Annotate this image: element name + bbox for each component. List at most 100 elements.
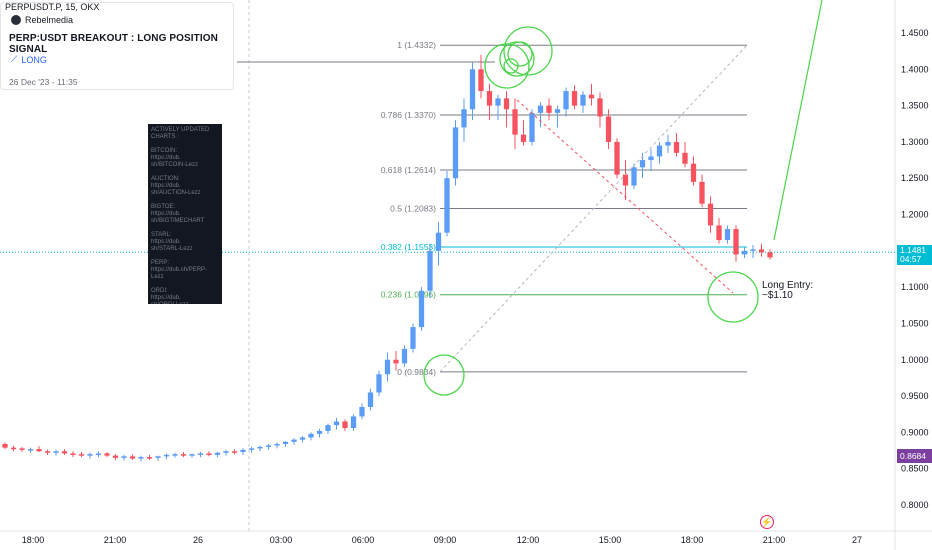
candle-body (503, 98, 510, 110)
candle-body (44, 451, 51, 453)
candle-body (512, 109, 518, 135)
long-entry-label: Long Entry: ~$1.10 (762, 281, 813, 301)
candle-series (2, 54, 773, 462)
price-tick-label: 1.4500 (901, 28, 929, 38)
candle-body (163, 454, 170, 457)
candle-body (758, 249, 765, 253)
candle-body (129, 456, 136, 459)
candle-body (265, 445, 272, 447)
breakout-circle[interactable] (423, 354, 465, 396)
candle-body (529, 112, 535, 142)
candle-body (588, 94, 595, 99)
note-auction: AUCTION: https://dub. sh/AUCTION-Lezz (151, 176, 201, 196)
idea-title: PERP:USDT BREAKOUT : LONG POSITION SIGNA… (9, 33, 218, 55)
projection-line[interactable] (773, 0, 823, 241)
candle-body (622, 174, 629, 186)
candle-body (87, 454, 93, 456)
time-tick-label: 18:00 (22, 535, 45, 545)
candle-body (112, 455, 119, 458)
candle-body (699, 181, 705, 204)
candle-body (325, 425, 331, 431)
author-row[interactable]: Rebelmedia (11, 15, 73, 25)
price-tick-label: 1.2500 (901, 173, 929, 183)
price-axis[interactable]: 1.45001.40001.35001.30001.25001.20001.15… (901, 28, 929, 510)
trend-line-icon: ⟋ (11, 54, 18, 64)
candle-body (223, 451, 229, 453)
fib-level-label: 0.236 (1.0896) (381, 290, 436, 300)
candle-body (690, 163, 697, 182)
candle-body (291, 439, 297, 442)
candle-body (359, 406, 365, 417)
long-entry-line1: Long Entry: (762, 280, 814, 291)
top-circle[interactable] (507, 41, 533, 67)
candle-body (444, 178, 450, 233)
candle-body (138, 457, 144, 459)
candle-body (10, 447, 17, 450)
author-name[interactable]: Rebelmedia (25, 15, 74, 25)
candle-body (282, 441, 289, 445)
candle-body (410, 327, 416, 349)
note-heading: ACTIVELY UPDATED CHARTS : (151, 127, 212, 140)
publish-date: 26 Dec '23 - 11:35 (9, 77, 78, 87)
notes-panel: ACTIVELY UPDATED CHARTS : BITCOIN: https… (148, 124, 222, 304)
fib-retracement[interactable]: 1 (1.4332) 0.786 (1.3370) 0.618 (1.2614) 0.… (0, 40, 895, 377)
price-tick-label: 0.8500 (901, 464, 929, 474)
candle-body (614, 141, 620, 175)
chart-drawings[interactable] (423, 0, 823, 396)
entry-circle[interactable] (707, 271, 759, 323)
idea-info-card: PERPUSDT.P, 15, OKX Rebelmedia PERP:USDT… (0, 2, 234, 90)
candle-body (95, 453, 102, 455)
time-tick-label: 06:00 (352, 535, 375, 545)
price-tick-label: 1.1000 (901, 282, 929, 292)
time-tick-label: 21:00 (763, 535, 786, 545)
price-tick-label: 1.3000 (901, 137, 929, 147)
candle-body (656, 145, 663, 157)
time-tick-label: 21:00 (104, 535, 127, 545)
time-tick-label: 03:00 (270, 535, 293, 545)
lightning-icon[interactable]: ⚡ (760, 515, 774, 529)
time-axis[interactable]: 18:00 21:00 26 03:00 06:00 09:00 12:00 15:00 18:… (22, 535, 862, 545)
candle-body (605, 116, 612, 142)
candle-body (393, 359, 399, 364)
fib-level-label: 1 (1.4332) (397, 40, 436, 50)
marked-price-tag: 0.8684 (897, 449, 932, 463)
fib-level-label: 0.786 (1.3370) (381, 110, 436, 120)
candle-body (478, 69, 484, 92)
candle-body (495, 98, 501, 106)
price-tick-label: 1.0500 (901, 318, 929, 328)
candle-body (733, 229, 739, 255)
candle-body (316, 430, 323, 434)
candle-body (36, 449, 42, 452)
price-tick-label: 1.4000 (901, 64, 929, 74)
time-tick-label: 27 (852, 535, 862, 545)
note-bitcoin: BITCOIN: https://dub. sh/BITCOIN-Lezz (151, 148, 199, 168)
tag-label: LONG (21, 54, 47, 65)
candle-body (469, 69, 476, 110)
candle-body (27, 449, 34, 451)
candle-body (427, 250, 433, 291)
candle-body (401, 348, 408, 364)
candle-body (61, 451, 68, 454)
top-circle[interactable] (503, 58, 519, 74)
avatar-icon (11, 15, 21, 25)
top-circle[interactable] (503, 26, 553, 76)
fib-trend-line[interactable] (439, 44, 748, 373)
pullback-line[interactable] (516, 99, 734, 294)
candle-body (597, 98, 603, 117)
candle-body (197, 453, 204, 455)
candle-body (665, 141, 671, 146)
long-tag[interactable]: ⟋ LONG (11, 54, 47, 65)
candle-body (350, 416, 357, 429)
fib-level-label: 0.382 (1.1553) (381, 242, 436, 252)
candle-body (274, 444, 280, 446)
candle-body (121, 456, 127, 458)
candle-body (741, 250, 748, 255)
current-price-tag: 1.1481 04:57 (897, 245, 932, 265)
price-tick-label: 0.8000 (901, 500, 929, 510)
candle-body (716, 225, 722, 240)
long-entry-line2: ~$1.10 (762, 290, 793, 301)
candle-body (571, 91, 578, 106)
note-perp: PERP: https://dub.sh/PERP- Lezz (151, 260, 208, 280)
top-circle[interactable] (484, 43, 530, 89)
